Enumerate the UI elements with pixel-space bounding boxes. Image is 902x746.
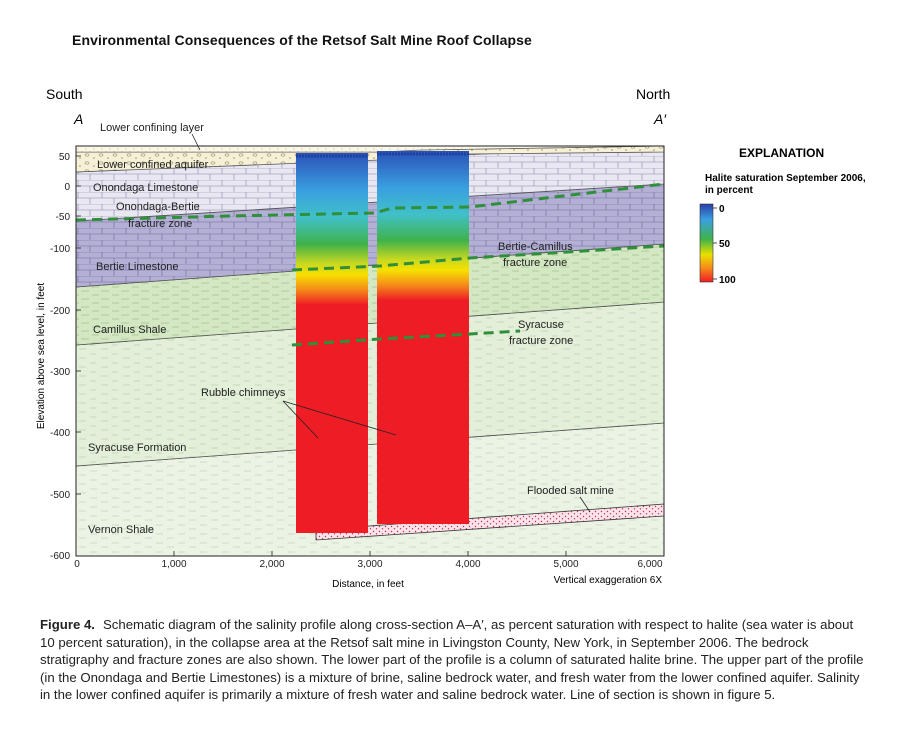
page-title: Environmental Consequences of the Retsof… (72, 32, 532, 48)
bertie-camillus-fracture-zone-line (291, 244, 665, 272)
layer-labels: Lower confining layer Lower confined aqu… (88, 122, 614, 536)
y-tick-label: -400 (50, 428, 70, 439)
caption-text: Schematic diagram of the salinity profil… (40, 617, 864, 703)
fracture-zones (75, 182, 665, 347)
label-lower-confined-aquifer: Lower confined aquifer (97, 159, 209, 171)
north-label: North (636, 86, 670, 102)
y-tick-label: -300 (50, 367, 70, 378)
y-tick-label: -50 (56, 212, 71, 223)
section-letter-a-prime: A′ (653, 111, 667, 127)
label-bertie-limestone: Bertie Limestone (96, 261, 179, 273)
label-onondaga-limestone: Onondaga Limestone (93, 182, 198, 194)
onondaga-bertie-fracture-zone-line (75, 182, 665, 222)
leader-lines (282, 400, 591, 513)
strata (76, 146, 664, 556)
x-tick-label: 5,000 (553, 559, 578, 570)
label-bertie-camillus-fz: fracture zone (503, 257, 567, 269)
y-tick-label: -600 (50, 551, 70, 562)
x-axis-label: Distance, in feet (332, 579, 404, 590)
legend-subtitle: in percent (705, 185, 753, 196)
x-tick-label: 4,000 (455, 559, 480, 570)
x-axis: 0 1,000 2,000 3,000 4,000 5,000 6,000 (74, 551, 663, 570)
x-tick-label: 1,000 (161, 559, 186, 570)
label-vernon-shale: Vernon Shale (88, 524, 154, 536)
legend-tick: 100 (719, 275, 736, 286)
label-rubble-chimneys: Rubble chimneys (201, 387, 286, 399)
y-tick-label: -200 (50, 306, 70, 317)
section-letter-a: A (73, 111, 83, 127)
legend-tick: 0 (719, 204, 725, 215)
label-lower-confining-layer: Lower confining layer (100, 122, 204, 134)
label-flooded-salt-mine: Flooded salt mine (527, 485, 614, 497)
figure-label: Figure 4. (40, 617, 95, 632)
y-tick-label: -100 (50, 244, 70, 255)
south-label: South (46, 86, 83, 102)
legend-tick: 50 (719, 239, 731, 250)
x-tick-label: 3,000 (357, 559, 382, 570)
label-syracuse-fz: Syracuse (518, 319, 564, 331)
vertical-exaggeration: Vertical exaggeration 6X (554, 575, 663, 586)
x-tick-label: 2,000 (259, 559, 284, 570)
label-syracuse-formation: Syracuse Formation (88, 442, 186, 454)
legend-heading: EXPLANATION (739, 146, 824, 160)
cross-section-diagram: 50 0 -50 -100 -200 -300 -400 -500 -600 E… (36, 86, 866, 590)
y-axis-label: Elevation above sea level, in feet (36, 283, 47, 429)
x-tick-label: 6,000 (637, 559, 662, 570)
x-tick-label: 0 (74, 559, 80, 570)
explanation-legend: EXPLANATION Halite saturation September … (699, 146, 866, 286)
legend-colorbar (699, 203, 714, 283)
y-tick-label: 50 (59, 152, 71, 163)
y-axis: 50 0 -50 -100 -200 -300 -400 -500 -600 (50, 152, 81, 562)
label-onondaga-bertie-fz: Onondaga-Bertie (116, 201, 200, 213)
flooded-salt-mine (315, 503, 664, 541)
label-camillus-shale: Camillus Shale (93, 324, 166, 336)
legend-subtitle: Halite saturation September 2006, (705, 173, 866, 184)
label-onondaga-bertie-fz: fracture zone (128, 218, 192, 230)
label-bertie-camillus-fz: Bertie-Camillus (498, 241, 573, 253)
figure-caption: Figure 4. Schematic diagram of the salini… (40, 616, 866, 704)
chimney-top-texture (296, 152, 469, 158)
y-tick-label: -500 (50, 490, 70, 501)
syracuse-fracture-zone-line (291, 329, 521, 347)
label-syracuse-fz: fracture zone (509, 335, 573, 347)
y-tick-label: 0 (64, 182, 70, 193)
